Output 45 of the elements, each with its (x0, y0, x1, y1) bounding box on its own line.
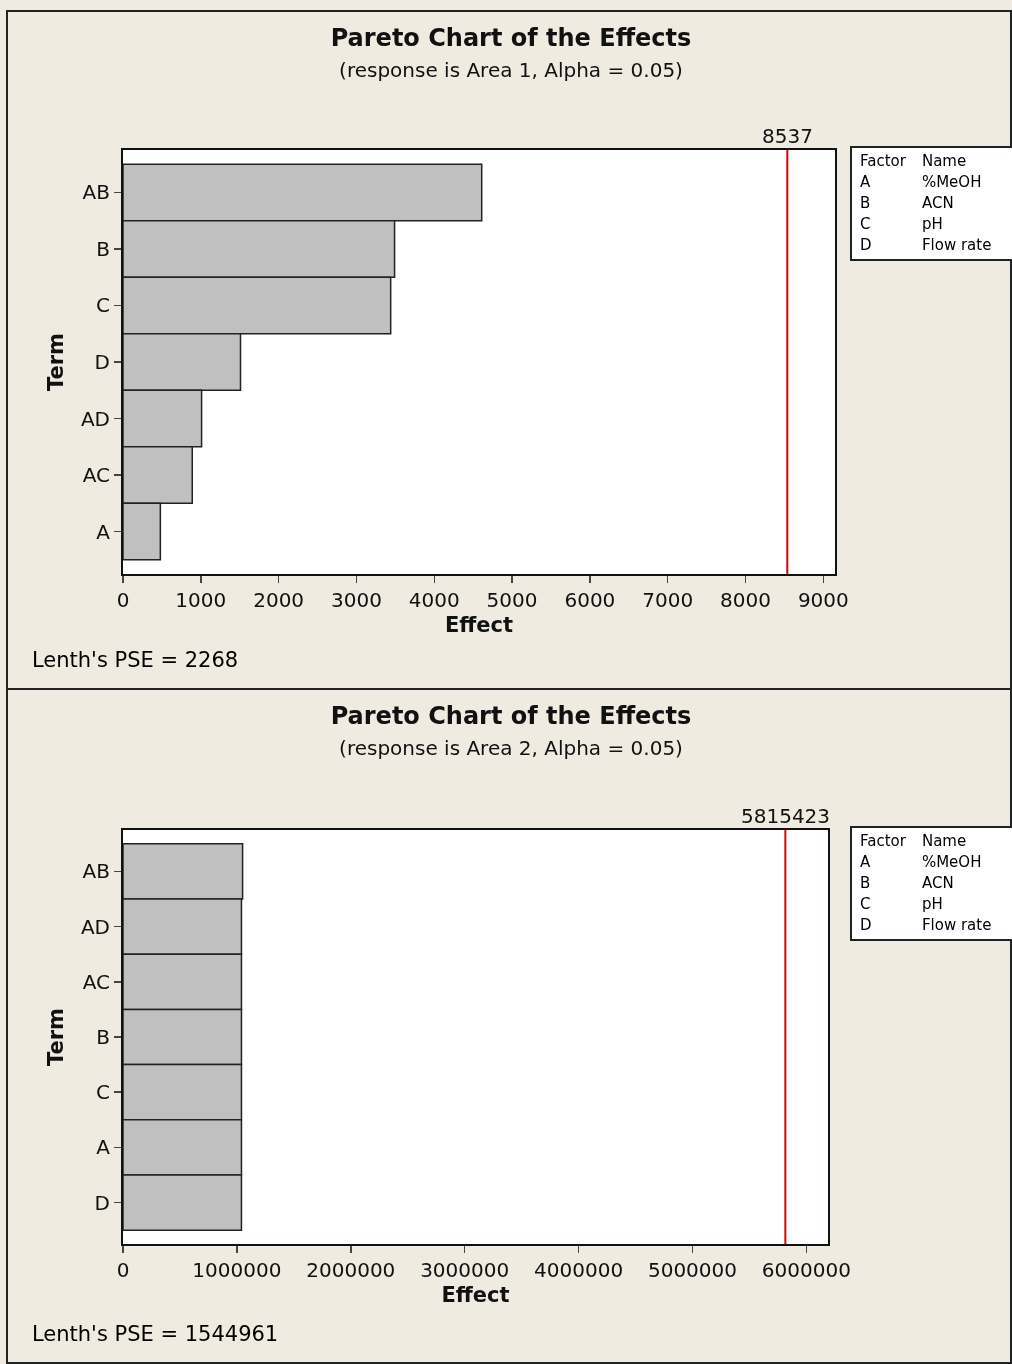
x-tick-label: 9000 (797, 588, 849, 612)
y-tick-label: AB (82, 180, 110, 205)
ref-line-label: 8537 (762, 124, 813, 148)
x-tick-label: 7000 (642, 588, 694, 612)
x-tick-label: 8000 (720, 588, 771, 612)
x-tick-label: 4000000 (534, 1258, 624, 1282)
y-tick-label: AB (82, 859, 110, 884)
x-tick-label: 2000 (253, 588, 305, 612)
x-axis-title: Effect (444, 612, 514, 637)
x-tick-label: 4000 (408, 588, 460, 612)
x-tick-label: 1000000 (192, 1258, 282, 1282)
y-axis-title: Term (43, 1007, 68, 1067)
y-tick-label: B (96, 1025, 110, 1049)
x-tick-label: 3000 (330, 588, 382, 612)
y-tick-label: B (96, 236, 110, 261)
y-tick-label: A (96, 1135, 111, 1160)
x-tick-label: 5000 (486, 588, 538, 612)
text: Lenth's PSE = 2268 (32, 648, 239, 672)
y-tick-label: AD (80, 914, 110, 939)
x-axis-title: Effect (441, 1282, 510, 1307)
x-tick-label: 2000000 (306, 1258, 396, 1282)
x-tick-label: 6000 (564, 588, 616, 612)
y-tick-label: A (96, 519, 111, 544)
x-tick-label: 0 (116, 588, 130, 612)
y-tick-label: D (94, 350, 110, 374)
y-tick-label: C (96, 1080, 110, 1105)
x-tick-label: 5000000 (647, 1258, 738, 1282)
y-tick-label: AC (82, 463, 110, 488)
chart-subtitle: (response is Area 1, Alpha = 0.05) (339, 58, 683, 83)
y-tick-label: C (96, 293, 110, 318)
text: Lenth's PSE = 1544961 (32, 1322, 279, 1346)
factor-table: Factor Name A %MeOH B ACN C pH D Flow rate (850, 826, 1012, 941)
chart-title: Pareto Chart of the Effects (330, 24, 692, 52)
x-tick-label: 0 (116, 1258, 130, 1282)
chart-title: Pareto Chart of the Effects (330, 702, 692, 730)
chart-subtitle: (response is Area 2, Alpha = 0.05) (339, 736, 683, 761)
x-tick-label: 3000000 (420, 1258, 510, 1282)
factor-table: Factor Name A %MeOH B ACN C pH D Flow rate (850, 146, 1012, 261)
y-tick-label: AC (82, 969, 110, 994)
ref-line-label: 5815423 (741, 804, 831, 828)
y-tick-label: AD (80, 406, 110, 431)
y-axis-title: Term (43, 332, 68, 392)
x-tick-label: 1000 (175, 588, 227, 612)
x-tick-label: 6000000 (761, 1258, 851, 1282)
y-tick-label: D (94, 1190, 110, 1215)
